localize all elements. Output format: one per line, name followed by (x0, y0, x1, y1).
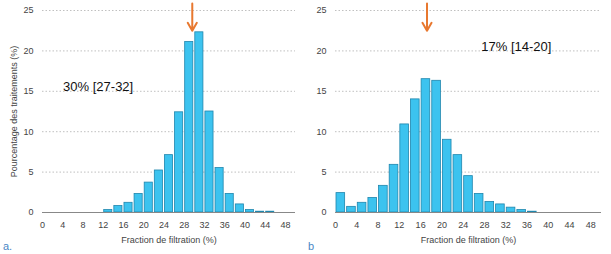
svg-text:4: 4 (60, 220, 65, 230)
svg-text:20: 20 (23, 46, 33, 56)
svg-text:15: 15 (316, 86, 326, 96)
svg-text:25: 25 (23, 5, 33, 15)
svg-text:28: 28 (479, 220, 489, 230)
svg-text:16: 16 (416, 220, 426, 230)
svg-text:0: 0 (40, 220, 45, 230)
svg-text:5: 5 (321, 167, 326, 177)
svg-text:4: 4 (354, 220, 359, 230)
html-text:a.: a. (3, 240, 13, 252)
svg-text:44: 44 (565, 220, 575, 230)
svg-text:8: 8 (376, 220, 381, 230)
svg-text:28: 28 (179, 220, 189, 230)
svg-text:24: 24 (159, 220, 169, 230)
svg-text:30% [27-32]: 30% [27-32] (63, 79, 133, 94)
svg-text:36: 36 (220, 220, 230, 230)
svg-text:Fraction de filtration (%): Fraction de filtration (%) (421, 235, 517, 245)
svg-text:40: 40 (240, 220, 250, 230)
svg-text:16: 16 (118, 220, 128, 230)
svg-text:0: 0 (28, 207, 33, 217)
svg-text:48: 48 (280, 220, 290, 230)
svg-text:0: 0 (321, 207, 326, 217)
svg-text:25: 25 (316, 5, 326, 15)
html-text:b: b (308, 240, 315, 252)
svg-text:17% [14-20]: 17% [14-20] (481, 39, 551, 54)
svg-text:44: 44 (260, 220, 270, 230)
svg-text:Pourcentage des traitements (%: Pourcentage des traitements (%) (9, 46, 19, 178)
svg-text:10: 10 (316, 127, 326, 137)
svg-text:48: 48 (586, 220, 596, 230)
svg-text:0: 0 (333, 220, 338, 230)
svg-text:20: 20 (437, 220, 447, 230)
svg-text:20: 20 (139, 220, 149, 230)
svg-text:12: 12 (394, 220, 404, 230)
svg-text:15: 15 (23, 86, 33, 96)
svg-text:12: 12 (98, 220, 108, 230)
svg-text:5: 5 (28, 167, 33, 177)
svg-text:36: 36 (522, 220, 532, 230)
svg-text:8: 8 (80, 220, 85, 230)
svg-text:32: 32 (199, 220, 209, 230)
svg-text:Fraction de filtration (%): Fraction de filtration (%) (121, 235, 217, 245)
svg-text:32: 32 (501, 220, 511, 230)
svg-text:10: 10 (23, 127, 33, 137)
svg-text:40: 40 (543, 220, 553, 230)
svg-text:20: 20 (316, 46, 326, 56)
svg-text:24: 24 (458, 220, 468, 230)
